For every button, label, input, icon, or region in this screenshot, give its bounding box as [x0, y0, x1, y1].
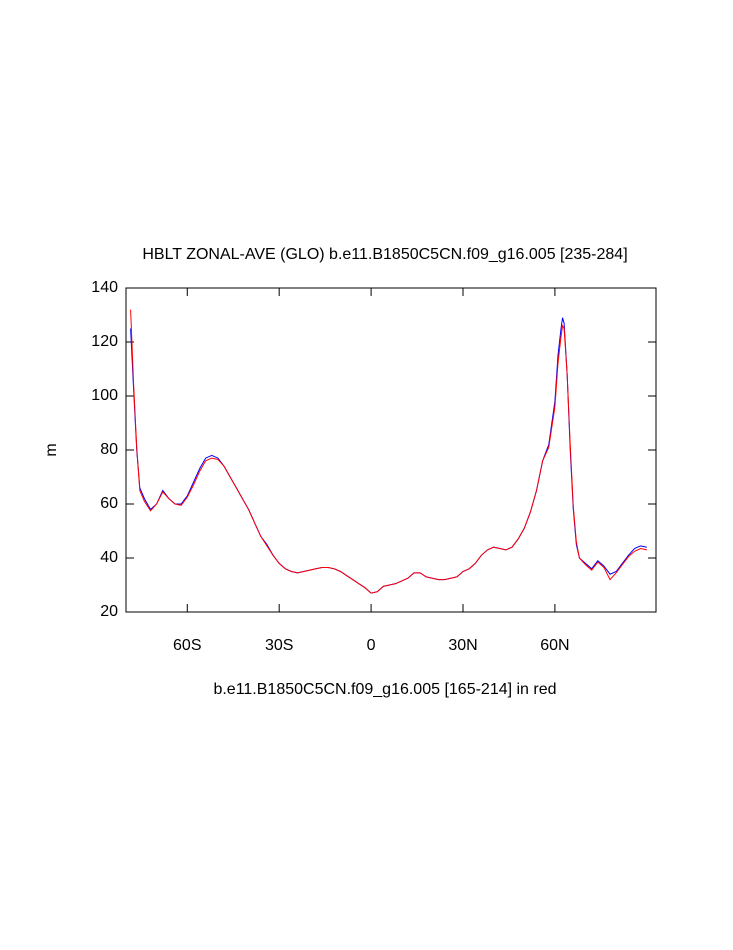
y-axis-label: m	[43, 443, 60, 456]
x-tick-label: 60S	[173, 637, 201, 654]
x-tick-label: 30N	[448, 637, 477, 654]
line-series	[130, 317, 647, 594]
y-tick-label: 120	[91, 333, 118, 350]
y-tick-label: 60	[100, 495, 118, 512]
y-tick-label: 40	[100, 549, 118, 566]
x-tick-label: 30S	[265, 637, 293, 654]
line-series	[130, 309, 647, 594]
x-axis-label: b.e11.B1850C5CN.f09_g16.005 [165-214] in…	[213, 681, 556, 698]
chart-title: HBLT ZONAL-AVE (GLO) b.e11.B1850C5CN.f09…	[142, 246, 627, 263]
y-tick-label: 100	[91, 387, 118, 404]
plot-frame	[125, 287, 657, 613]
x-tick-label: 60N	[540, 637, 569, 654]
x-tick-label: 0	[367, 637, 376, 654]
y-tick-label: 80	[100, 441, 118, 458]
y-tick-label: 20	[100, 603, 118, 620]
y-tick-label: 140	[91, 279, 118, 296]
